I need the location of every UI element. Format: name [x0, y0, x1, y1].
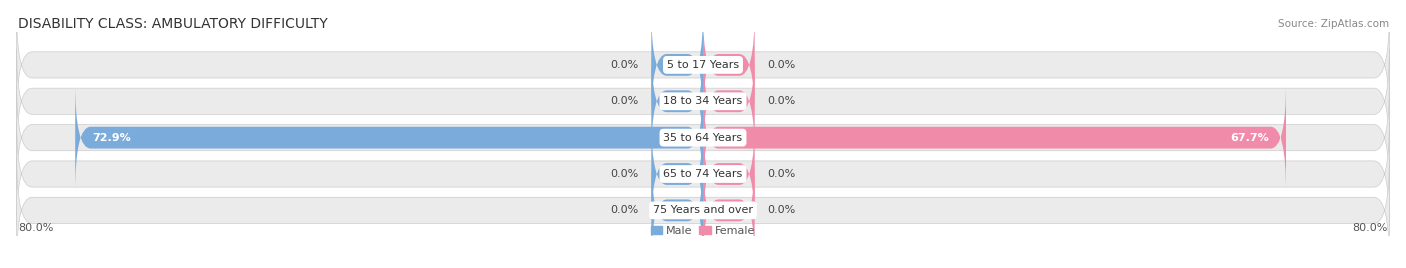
- FancyBboxPatch shape: [75, 83, 703, 192]
- Text: 0.0%: 0.0%: [768, 169, 796, 179]
- FancyBboxPatch shape: [703, 156, 755, 265]
- FancyBboxPatch shape: [17, 13, 1389, 117]
- FancyBboxPatch shape: [651, 47, 703, 156]
- Text: Source: ZipAtlas.com: Source: ZipAtlas.com: [1278, 19, 1389, 29]
- FancyBboxPatch shape: [651, 120, 703, 229]
- Text: 67.7%: 67.7%: [1230, 133, 1268, 143]
- FancyBboxPatch shape: [651, 10, 703, 120]
- Text: 35 to 64 Years: 35 to 64 Years: [664, 133, 742, 143]
- FancyBboxPatch shape: [651, 156, 703, 265]
- FancyBboxPatch shape: [17, 85, 1389, 190]
- Text: 80.0%: 80.0%: [18, 223, 53, 233]
- Text: 0.0%: 0.0%: [610, 205, 638, 215]
- FancyBboxPatch shape: [17, 158, 1389, 263]
- Text: 18 to 34 Years: 18 to 34 Years: [664, 96, 742, 106]
- FancyBboxPatch shape: [703, 83, 1286, 192]
- Text: 0.0%: 0.0%: [610, 169, 638, 179]
- Text: 0.0%: 0.0%: [610, 96, 638, 106]
- Text: 75 Years and over: 75 Years and over: [652, 205, 754, 215]
- FancyBboxPatch shape: [703, 47, 755, 156]
- Text: 5 to 17 Years: 5 to 17 Years: [666, 60, 740, 70]
- Text: 0.0%: 0.0%: [768, 96, 796, 106]
- Text: 0.0%: 0.0%: [768, 205, 796, 215]
- FancyBboxPatch shape: [17, 49, 1389, 154]
- FancyBboxPatch shape: [17, 122, 1389, 226]
- Text: 65 to 74 Years: 65 to 74 Years: [664, 169, 742, 179]
- Text: DISABILITY CLASS: AMBULATORY DIFFICULTY: DISABILITY CLASS: AMBULATORY DIFFICULTY: [18, 17, 328, 31]
- FancyBboxPatch shape: [703, 120, 755, 229]
- FancyBboxPatch shape: [703, 10, 755, 120]
- Text: 72.9%: 72.9%: [93, 133, 131, 143]
- Text: 0.0%: 0.0%: [610, 60, 638, 70]
- Text: 0.0%: 0.0%: [768, 60, 796, 70]
- Text: 80.0%: 80.0%: [1353, 223, 1388, 233]
- Legend: Male, Female: Male, Female: [647, 221, 759, 240]
